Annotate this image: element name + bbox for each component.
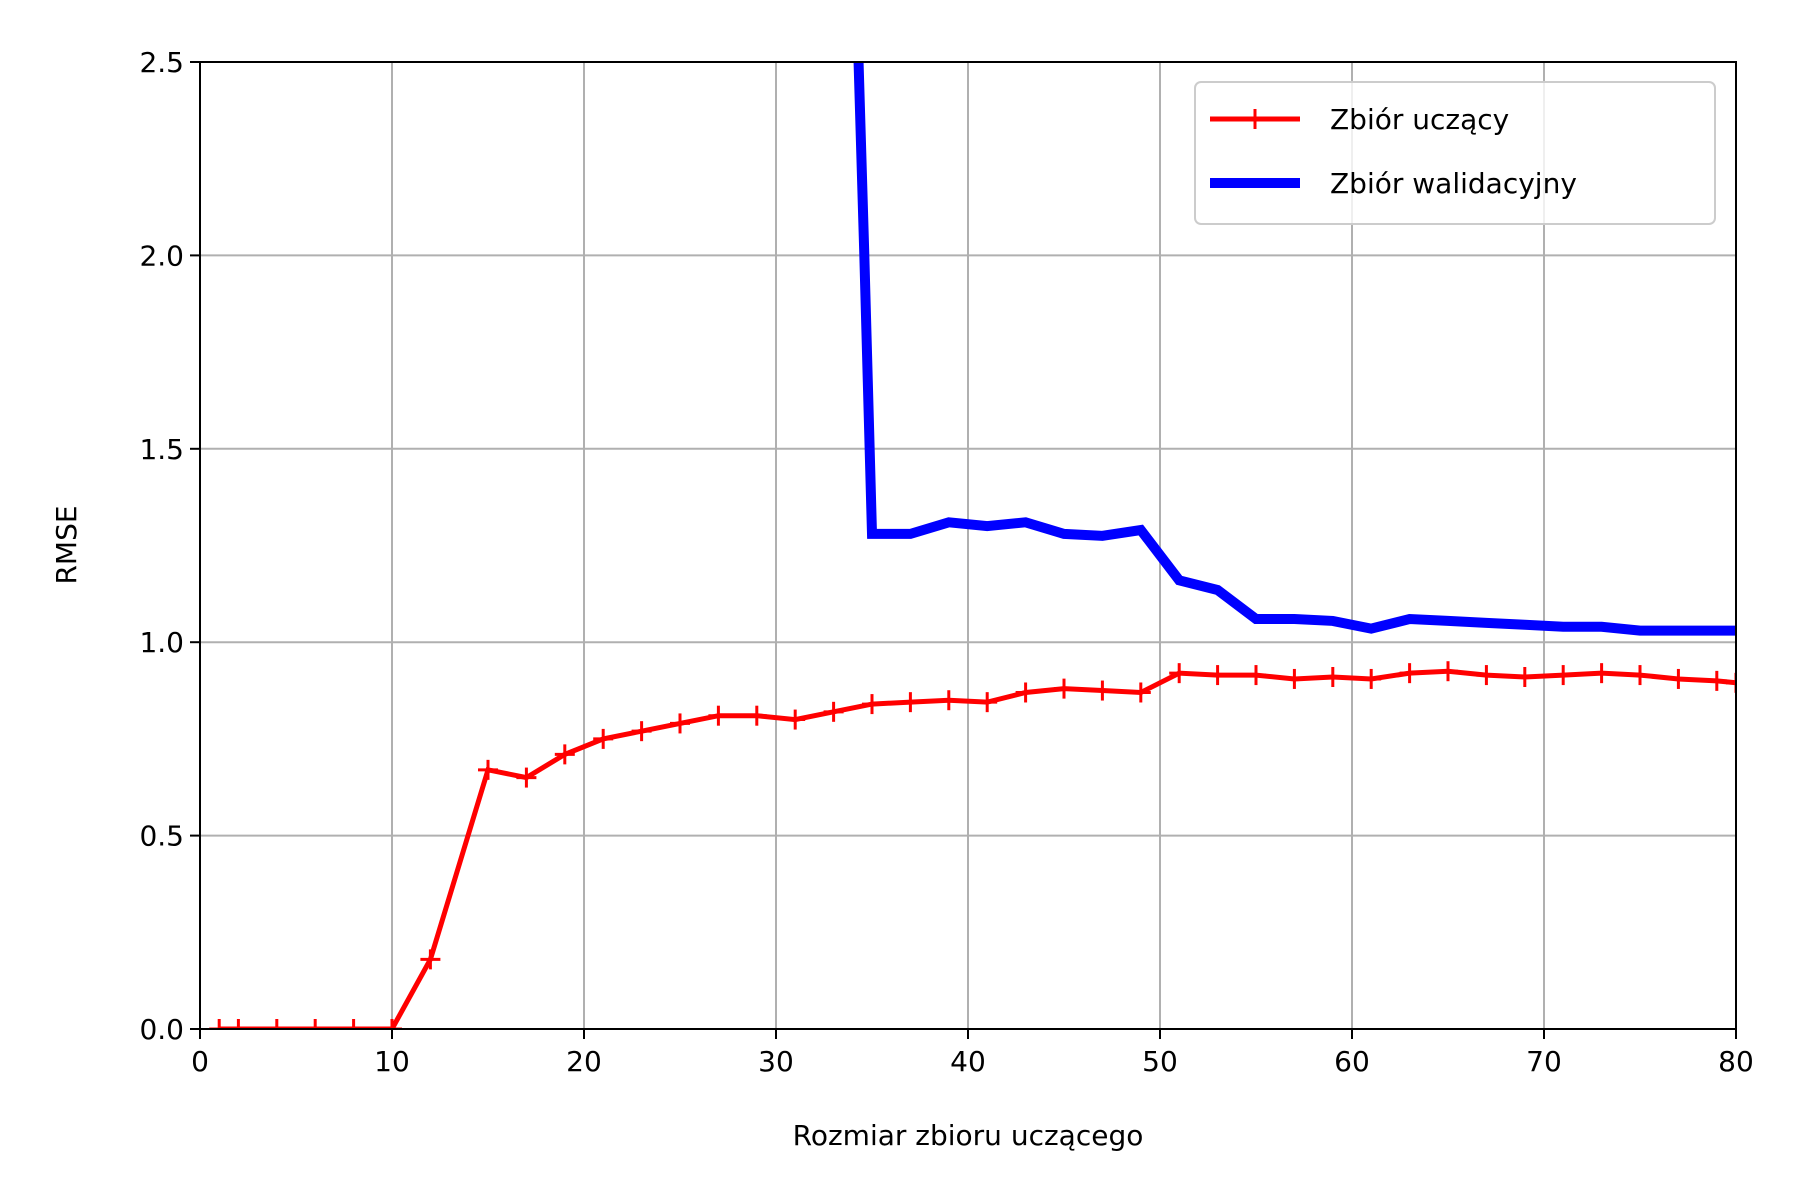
x-tick-label: 60 (1334, 1045, 1370, 1078)
y-tick-label: 1.5 (139, 433, 184, 466)
y-tick-label: 0.0 (139, 1013, 184, 1046)
training-point-marker (1322, 667, 1343, 688)
training-point-marker (1591, 663, 1612, 684)
x-tick-label: 50 (1142, 1045, 1178, 1078)
training-point-marker (1726, 672, 1736, 693)
training-point-marker (1092, 680, 1113, 701)
y-tick-label: 2.0 (139, 239, 184, 272)
legend-label-training: Zbiór uczący (1330, 103, 1509, 136)
training-point-marker (382, 1019, 402, 1029)
training-point-marker (1399, 663, 1420, 684)
training-point-marker (266, 1019, 287, 1029)
y-axis-title: RMSE (50, 505, 83, 584)
x-tick-label: 20 (566, 1045, 602, 1078)
training-point-marker (900, 692, 921, 713)
training-point-marker (938, 690, 959, 711)
legend-label-validation: Zbiór walidacyjny (1330, 167, 1577, 200)
training-point-marker (420, 949, 441, 970)
training-point-marker (746, 705, 767, 726)
training-point-marker (977, 692, 998, 713)
x-tick-label: 80 (1718, 1045, 1754, 1078)
x-tick-label: 40 (950, 1045, 986, 1078)
training-point-marker (1130, 682, 1151, 703)
training-point-marker (1015, 682, 1036, 703)
training-point-marker (862, 694, 882, 715)
training-point-marker (228, 1019, 249, 1029)
training-point-marker (1169, 663, 1190, 684)
training-point-marker (1361, 668, 1382, 689)
legend: Zbiór uczący Zbiór walidacyjny (1194, 81, 1716, 225)
training-point-marker (1284, 668, 1305, 689)
training-point-marker (670, 713, 690, 734)
y-tick-label: 0.5 (139, 820, 184, 853)
training-point-marker (1514, 667, 1535, 688)
training-point-marker (343, 1019, 364, 1029)
training-point-marker (1438, 661, 1458, 682)
training-point-marker (631, 721, 652, 742)
x-tick-label: 0 (191, 1045, 209, 1078)
training-point-marker (1668, 668, 1689, 689)
legend-box (1194, 81, 1716, 225)
training-point-marker (1706, 670, 1727, 691)
training-point-marker (1630, 665, 1650, 686)
training-point-marker (1207, 665, 1228, 686)
training-point-marker (554, 744, 575, 765)
training-point-marker (1553, 665, 1574, 686)
y-tick-label: 1.0 (139, 626, 184, 659)
x-tick-label: 70 (1526, 1045, 1562, 1078)
training-point-marker (823, 701, 844, 722)
validation-series-line (853, 62, 1736, 636)
training-point-marker (1246, 665, 1266, 686)
training-point-marker (1476, 665, 1497, 686)
training-point-marker (1054, 678, 1074, 699)
series-layer (209, 62, 1736, 1029)
training-point-marker (478, 759, 498, 780)
y-tick-label: 2.5 (139, 46, 184, 79)
x-tick-label: 30 (758, 1045, 794, 1078)
x-axis-title: Rozmiar zbioru uczącego (793, 1119, 1144, 1152)
training-point-marker (708, 705, 729, 726)
x-tick-label: 10 (374, 1045, 410, 1078)
axis-ticks: 0 10 20 30 40 50 60 70 80 0.0 0.5 1.0 1.5 2.0 2.5 (139, 46, 1753, 1078)
training-point-marker (593, 728, 614, 749)
training-point-marker (305, 1019, 326, 1029)
training-point-marker (209, 1019, 230, 1029)
training-point-marker (516, 767, 537, 788)
training-point-marker (785, 709, 806, 730)
